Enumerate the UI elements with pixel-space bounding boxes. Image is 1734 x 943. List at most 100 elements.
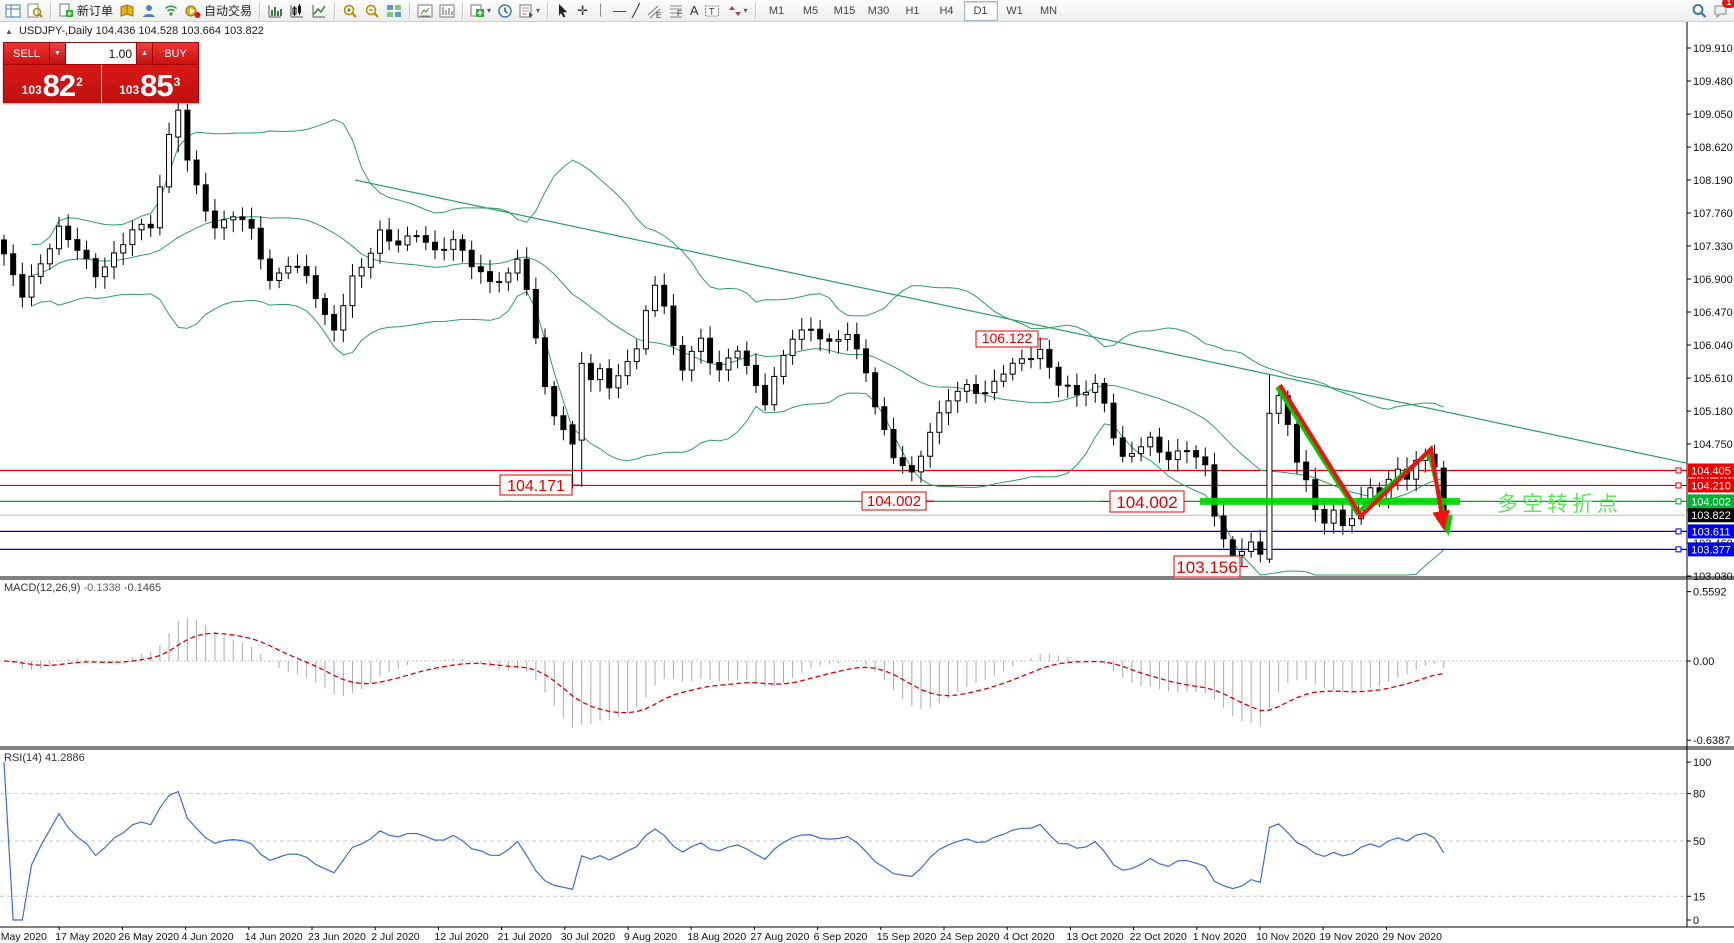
notifications-icon[interactable]: 1: [1710, 0, 1734, 21]
svg-text:104.405: 104.405: [1691, 465, 1731, 477]
toolbar-separator: [462, 2, 464, 19]
svg-text:0.5592: 0.5592: [1693, 587, 1727, 599]
toolbar-separator: [754, 2, 756, 19]
svg-text:18 Aug 2020: 18 Aug 2020: [687, 931, 746, 943]
candlestick-chart-icon[interactable]: [286, 1, 308, 21]
buy-price-prefix: 103: [119, 83, 140, 97]
autotrading-button[interactable]: 自动交易: [182, 1, 255, 21]
new-order-button[interactable]: 新订单: [55, 1, 116, 21]
macd-histogram: [12, 618, 1445, 728]
svg-text:10 Nov 2020: 10 Nov 2020: [1256, 931, 1316, 943]
svg-text:9 Aug 2020: 9 Aug 2020: [624, 931, 677, 943]
signals-icon[interactable]: [160, 1, 182, 21]
data-window-icon[interactable]: [24, 1, 46, 21]
dropdown-caret-icon[interactable]: ▾: [743, 6, 748, 15]
timeframe-button-m5[interactable]: M5: [802, 4, 819, 17]
chart-window[interactable]: 109.910 109.480 109.050 108.620 108.190 107.7…: [0, 22, 1734, 943]
zoom-out-icon[interactable]: [361, 1, 383, 21]
symbol-marker-icon: ▲: [5, 27, 13, 36]
timeframe-button-w1[interactable]: W1: [1006, 4, 1023, 17]
support-highlight-band: [1200, 497, 1460, 505]
price-line-labels: 104.405 104.210 104.002 103.611 103.377 103.8…: [1688, 463, 1734, 557]
descending-trendline[interactable]: [354, 179, 1688, 464]
crosshair-tool[interactable]: ✛: [577, 2, 588, 18]
rsi-line: [3, 761, 1445, 921]
add-indicator-button[interactable]: ▾: [467, 1, 494, 21]
navigator-icon[interactable]: [138, 1, 160, 21]
svg-text:4 Jun 2020: 4 Jun 2020: [182, 931, 234, 943]
timeframe-button-m1[interactable]: M1: [768, 4, 785, 17]
panel-frame: [0, 22, 1734, 943]
sell-price-button[interactable]: 103 82 2: [4, 65, 102, 103]
svg-text:27 Aug 2020: 27 Aug 2020: [750, 931, 809, 943]
chart-shift-icon[interactable]: [436, 1, 458, 21]
timeframe-button-h1[interactable]: H1: [905, 4, 920, 17]
bar-chart-icon[interactable]: [264, 1, 286, 21]
market-watch-icon[interactable]: [116, 1, 138, 21]
turning-point-annotation[interactable]: 多空转折点: [1497, 493, 1622, 516]
arrow-objects-tool[interactable]: ▾: [723, 1, 750, 21]
toolbar-separator: [547, 2, 549, 19]
price-callout-labels[interactable]: 106.122 104.171 104.002 104.002 103.156: [499, 330, 1248, 578]
macd-signal-value: -0.1465: [123, 582, 162, 594]
toolbar: 新订单 自动交易 ▾ ▾ ✛ ｜ ― ╱ E F A T ▾ M1 M5 M15 M30 H1 H4 D1 W1 MN 1: [0, 0, 1734, 22]
svg-text:80: 80: [1693, 789, 1705, 801]
timeframe-button-h4[interactable]: H4: [939, 4, 954, 17]
fibonacci-tool[interactable]: F: [665, 1, 687, 21]
toolbar-separator: [259, 2, 261, 19]
sell-button[interactable]: SELL: [4, 43, 49, 64]
dropdown-caret-icon[interactable]: ▾: [536, 6, 541, 15]
text-tool[interactable]: A: [689, 2, 699, 18]
dropdown-caret-icon[interactable]: ▾: [487, 6, 492, 15]
volume-decrease-button[interactable]: ▼: [49, 43, 66, 64]
macd-label: MACD(12,26,9) -0.1338 -0.1465: [4, 582, 162, 594]
timeframe-button-mn[interactable]: MN: [1039, 4, 1058, 17]
templates-icon[interactable]: ▾: [516, 1, 543, 21]
period-clock-icon[interactable]: [494, 1, 516, 21]
svg-text:109.910: 109.910: [1693, 43, 1733, 55]
line-chart-icon[interactable]: [308, 1, 330, 21]
svg-text:22 Oct 2020: 22 Oct 2020: [1130, 931, 1187, 943]
svg-text:17 May 2020: 17 May 2020: [55, 931, 116, 943]
timeframe-button-m30[interactable]: M30: [867, 4, 890, 17]
svg-text:100: 100: [1693, 757, 1711, 769]
chart-canvas[interactable]: 109.910 109.480 109.050 108.620 108.190 107.7…: [0, 22, 1734, 943]
buy-price-button[interactable]: 103 85 3: [101, 65, 198, 103]
toolbar-separator: [334, 2, 336, 19]
analyst-annotations[interactable]: 多空转折点: [1200, 383, 1622, 536]
svg-text:104.171: 104.171: [507, 478, 565, 495]
svg-text:105.610: 105.610: [1693, 373, 1733, 385]
text-label-tool[interactable]: T: [701, 1, 723, 21]
svg-text:T: T: [709, 6, 715, 16]
svg-text:23 Jun 2020: 23 Jun 2020: [308, 931, 366, 943]
rsi-axis: 100 80 50 15 0: [1687, 757, 1711, 927]
sell-price-prefix: 103: [21, 83, 42, 97]
timeframe-button-d1[interactable]: D1: [963, 0, 998, 21]
sell-price-pip: 2: [76, 75, 83, 89]
volume-increase-button[interactable]: ▲: [136, 43, 153, 64]
search-icon[interactable]: [1688, 1, 1710, 21]
macd-axis: 0.5592 0.00 -0.6387: [1687, 587, 1730, 747]
tile-windows-icon[interactable]: [383, 1, 405, 21]
svg-text:103.030: 103.030: [1693, 571, 1733, 583]
svg-text:106.470: 106.470: [1693, 307, 1733, 319]
zoom-in-icon[interactable]: [339, 1, 361, 21]
svg-text:105.180: 105.180: [1693, 406, 1733, 418]
volume-input[interactable]: 1.00: [66, 43, 136, 64]
vertical-line-tool[interactable]: ｜: [593, 2, 607, 18]
svg-text:21 Jul 2020: 21 Jul 2020: [498, 931, 552, 943]
auto-arrange-icon[interactable]: [414, 1, 436, 21]
buy-button[interactable]: BUY: [153, 43, 198, 64]
macd-main-value: -0.1338: [83, 582, 121, 594]
svg-text:2 Jul 2020: 2 Jul 2020: [371, 931, 420, 943]
timeframe-button-m15[interactable]: M15: [833, 4, 856, 17]
cursor-tool[interactable]: [552, 1, 574, 21]
svg-text:109.050: 109.050: [1693, 109, 1733, 121]
equidistant-channel-tool[interactable]: E: [643, 1, 665, 21]
trendline-tool[interactable]: ╱: [631, 2, 640, 18]
horizontal-line-tool[interactable]: ―: [612, 2, 626, 18]
chart-window-icon[interactable]: [2, 1, 24, 21]
svg-text:50: 50: [1693, 836, 1705, 848]
svg-text:104.002: 104.002: [1116, 493, 1177, 512]
